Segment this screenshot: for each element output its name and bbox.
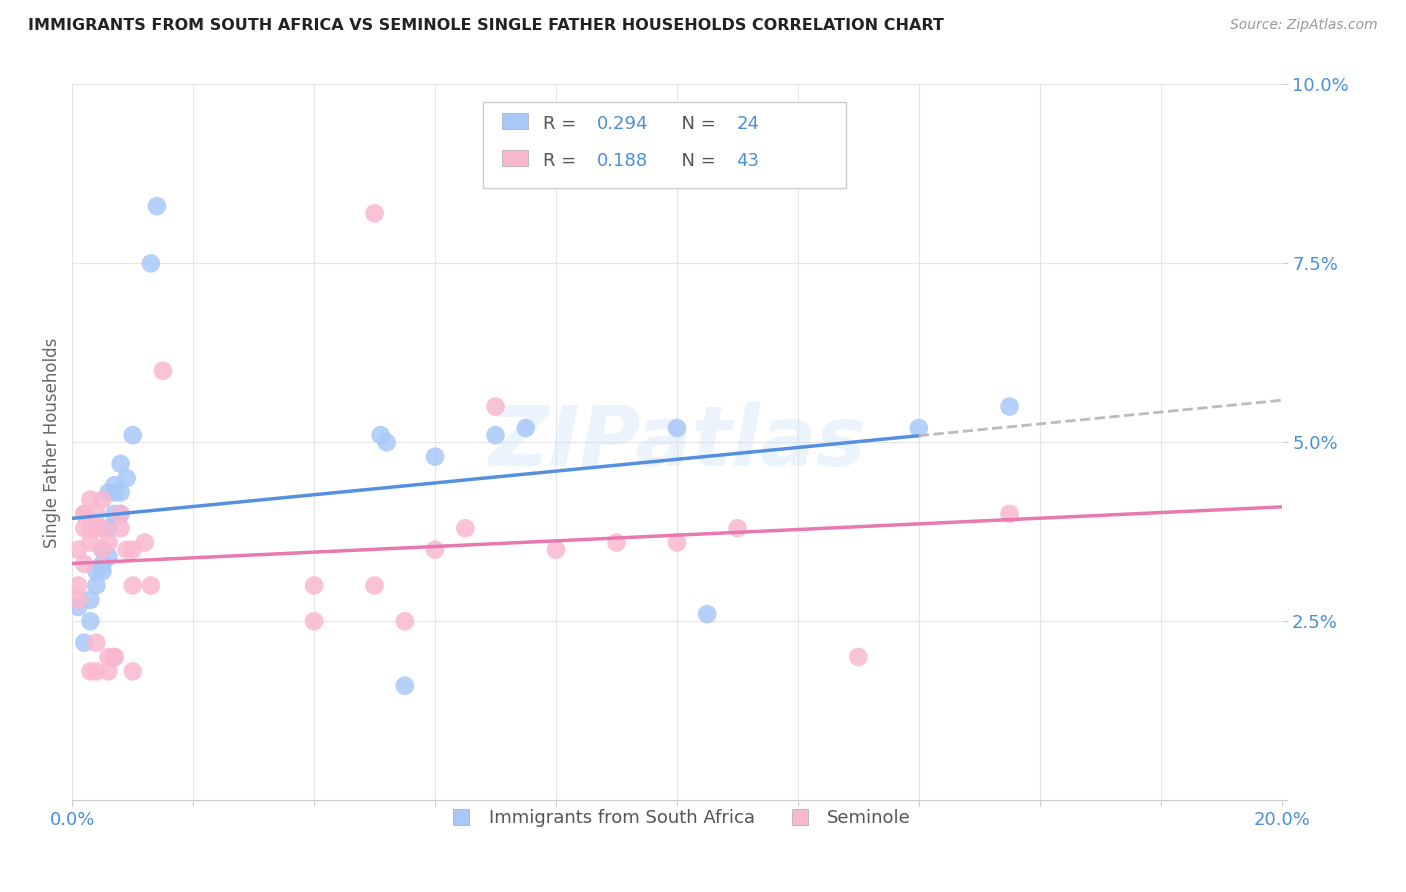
Point bbox=[91, 492, 114, 507]
Point bbox=[79, 521, 101, 535]
Point bbox=[454, 521, 477, 535]
Point bbox=[139, 256, 162, 270]
Point bbox=[134, 535, 156, 549]
Point bbox=[103, 485, 125, 500]
Point bbox=[97, 650, 120, 665]
Y-axis label: Single Father Households: Single Father Households bbox=[44, 337, 60, 548]
Point bbox=[97, 521, 120, 535]
Point bbox=[86, 564, 108, 578]
Point bbox=[484, 428, 506, 442]
Point bbox=[103, 478, 125, 492]
Point bbox=[73, 521, 96, 535]
Text: 0.188: 0.188 bbox=[598, 153, 648, 170]
Point bbox=[67, 592, 90, 607]
Point bbox=[79, 614, 101, 628]
Point bbox=[363, 206, 385, 220]
Point bbox=[73, 636, 96, 650]
Point bbox=[665, 535, 688, 549]
Point bbox=[79, 535, 101, 549]
Point bbox=[139, 578, 162, 592]
Point bbox=[908, 421, 931, 435]
Point bbox=[605, 535, 627, 549]
Point bbox=[423, 450, 446, 464]
Point bbox=[115, 471, 138, 485]
Bar bbox=[502, 113, 529, 128]
Point bbox=[79, 592, 101, 607]
Point bbox=[846, 650, 869, 665]
Point bbox=[998, 400, 1021, 414]
Point bbox=[375, 435, 398, 450]
Point bbox=[73, 507, 96, 521]
Point bbox=[79, 492, 101, 507]
Text: 0.294: 0.294 bbox=[598, 115, 648, 133]
Point bbox=[110, 507, 132, 521]
Point bbox=[302, 578, 325, 592]
Point bbox=[544, 542, 567, 557]
Point bbox=[97, 535, 120, 549]
Point bbox=[103, 650, 125, 665]
Point bbox=[696, 607, 718, 621]
Text: IMMIGRANTS FROM SOUTH AFRICA VS SEMINOLE SINGLE FATHER HOUSEHOLDS CORRELATION CH: IMMIGRANTS FROM SOUTH AFRICA VS SEMINOLE… bbox=[28, 18, 943, 33]
Point bbox=[370, 428, 392, 442]
Point bbox=[302, 614, 325, 628]
Point bbox=[115, 542, 138, 557]
Point bbox=[110, 485, 132, 500]
Point bbox=[67, 542, 90, 557]
Point bbox=[91, 521, 114, 535]
Point bbox=[97, 485, 120, 500]
Point bbox=[86, 578, 108, 592]
Point bbox=[86, 521, 108, 535]
Point bbox=[515, 421, 537, 435]
Point bbox=[363, 578, 385, 592]
Point bbox=[665, 421, 688, 435]
Point bbox=[110, 457, 132, 471]
Point bbox=[121, 578, 143, 592]
Point bbox=[152, 364, 174, 378]
Point bbox=[73, 507, 96, 521]
Point bbox=[97, 665, 120, 679]
Point bbox=[121, 428, 143, 442]
Point bbox=[484, 400, 506, 414]
Point bbox=[110, 521, 132, 535]
Text: 43: 43 bbox=[737, 153, 759, 170]
Point bbox=[79, 665, 101, 679]
Point bbox=[394, 614, 416, 628]
Point bbox=[110, 507, 132, 521]
Point bbox=[67, 578, 90, 592]
Bar bbox=[502, 150, 529, 166]
Point bbox=[91, 564, 114, 578]
Point bbox=[86, 636, 108, 650]
Point bbox=[91, 557, 114, 571]
Point bbox=[91, 542, 114, 557]
Text: ZIPatlas: ZIPatlas bbox=[488, 401, 866, 483]
Text: R =: R = bbox=[543, 115, 582, 133]
Point bbox=[423, 542, 446, 557]
Text: 24: 24 bbox=[737, 115, 759, 133]
Point bbox=[121, 542, 143, 557]
Point bbox=[103, 650, 125, 665]
Point bbox=[103, 507, 125, 521]
Point bbox=[121, 665, 143, 679]
Legend: Immigrants from South Africa, Seminole: Immigrants from South Africa, Seminole bbox=[436, 802, 918, 834]
Point bbox=[146, 199, 169, 213]
Point bbox=[394, 679, 416, 693]
Point bbox=[97, 549, 120, 564]
Point bbox=[725, 521, 748, 535]
Point bbox=[73, 557, 96, 571]
Text: Source: ZipAtlas.com: Source: ZipAtlas.com bbox=[1230, 18, 1378, 32]
Text: R =: R = bbox=[543, 153, 582, 170]
Point bbox=[86, 665, 108, 679]
Text: N =: N = bbox=[669, 153, 721, 170]
Point bbox=[998, 507, 1021, 521]
Point bbox=[67, 599, 90, 614]
Point bbox=[91, 542, 114, 557]
Point bbox=[86, 507, 108, 521]
Text: N =: N = bbox=[669, 115, 721, 133]
FancyBboxPatch shape bbox=[484, 103, 846, 188]
